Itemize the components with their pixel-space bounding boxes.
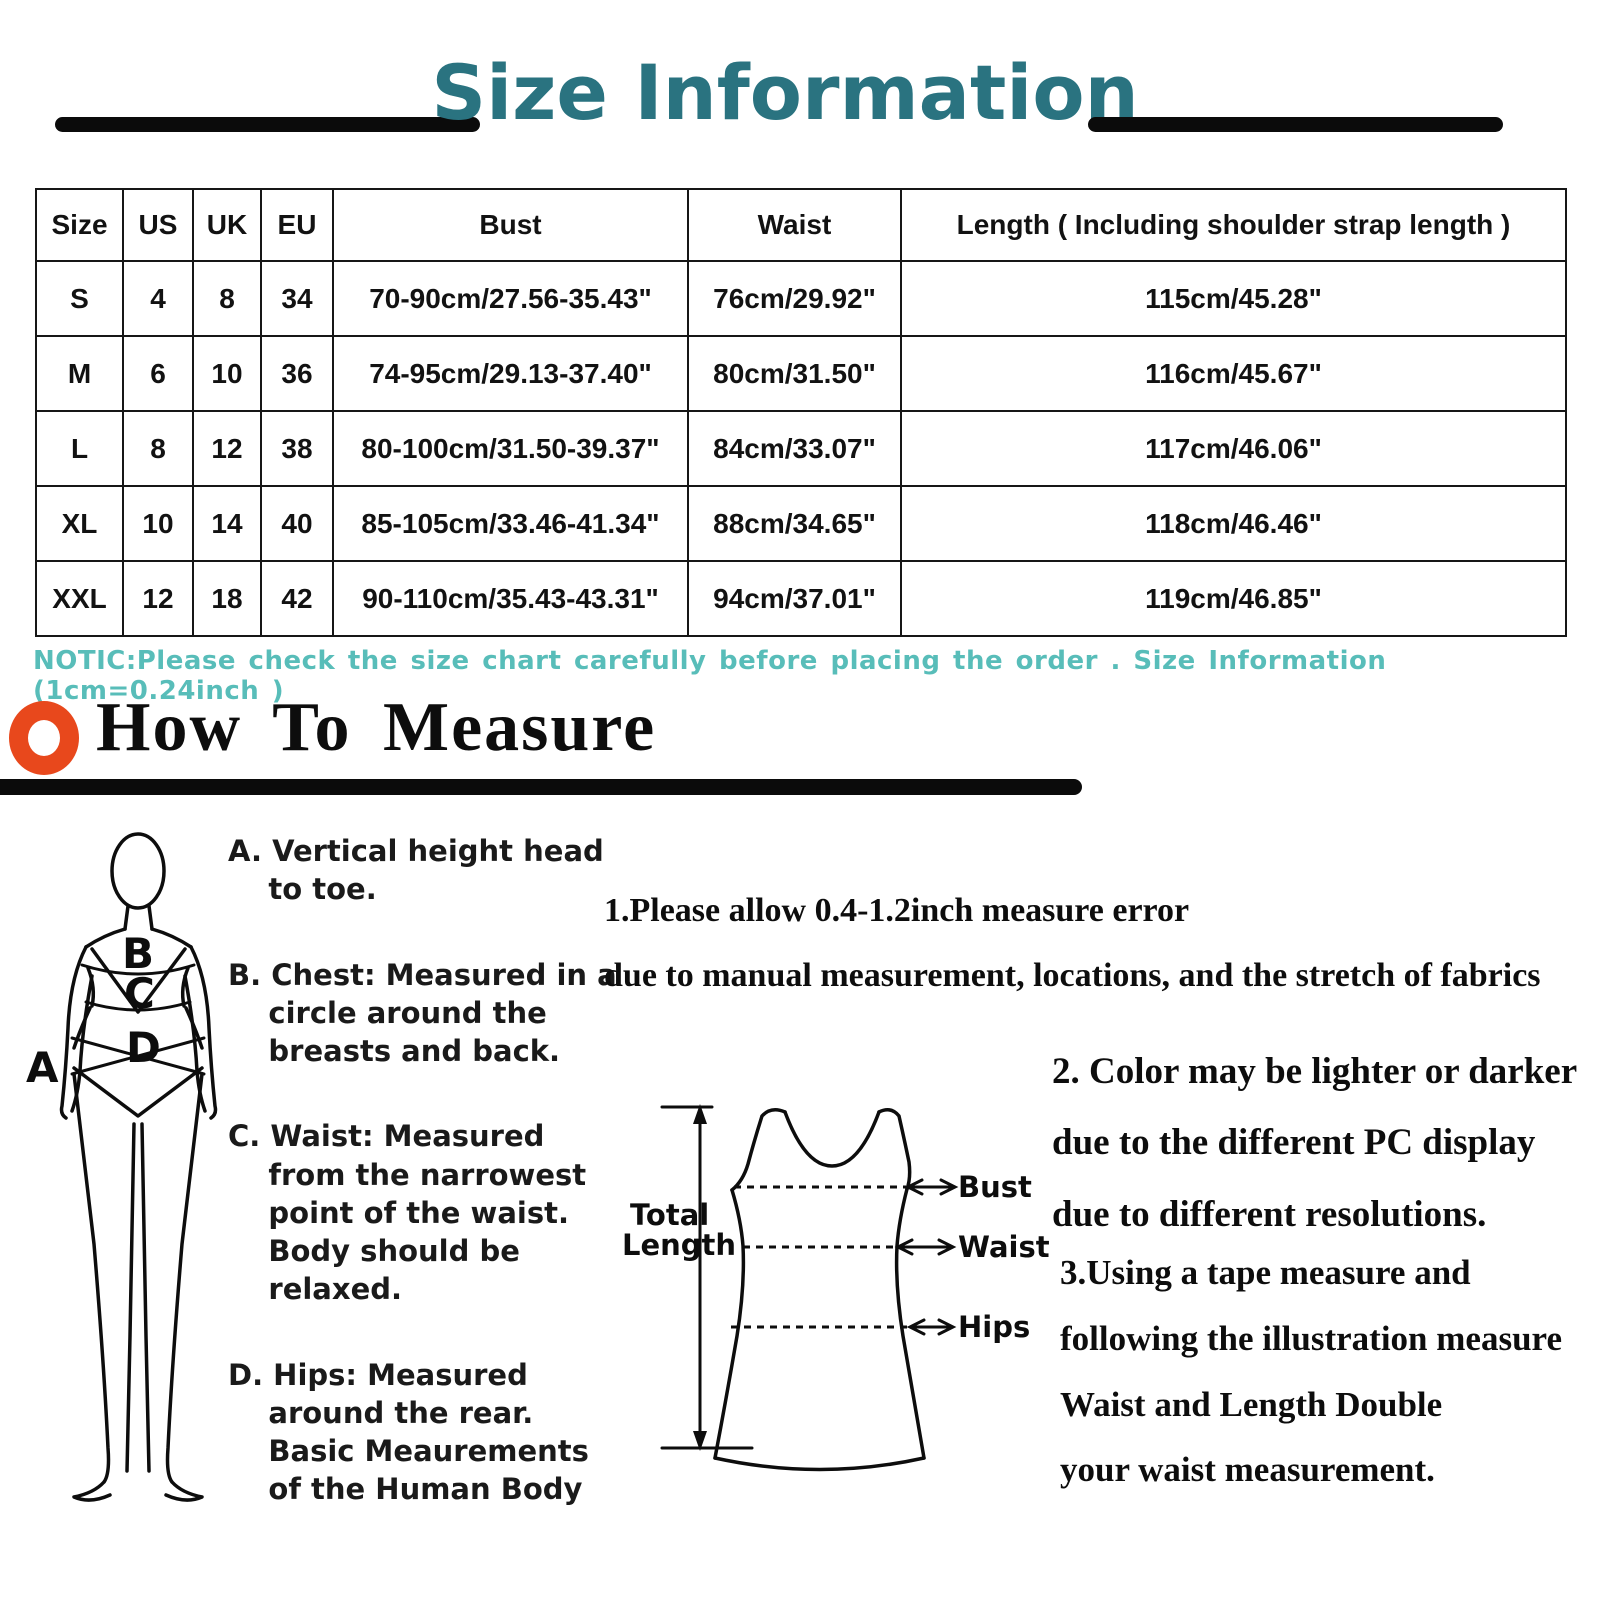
bust-label: Bust [958,1170,1032,1204]
size-cell-r3-c3: 40 [260,485,334,562]
size-table-header-2: UK [192,188,262,262]
size-cell-r0-c1: 4 [122,260,194,337]
size-cell-r4-c2: 18 [192,560,262,637]
size-cell-r1-c0: M [35,335,124,412]
waist-label: Waist [958,1230,1050,1264]
note-measure-error: 1.Please allow 0.4-1.2inch measure error… [604,892,1541,995]
size-cell-r2-c6: 117cm/46.06" [900,410,1567,487]
size-cell-r0-c0: S [35,260,124,337]
size-cell-r4-c6: 119cm/46.85" [900,560,1567,637]
size-cell-r2-c4: 80-100cm/31.50-39.37" [332,410,689,487]
size-cell-r2-c5: 84cm/33.07" [687,410,902,487]
size-table: Size US UK EU Bust Waist Length ( Including sh… [35,188,1567,637]
size-table-row-S: S 4 8 34 70-90cm/27.56-35.43" 76cm/29.92" 115c… [35,260,1567,337]
size-notice-text: NOTIC:Please check the size chart carefu… [33,646,1387,706]
size-cell-r4-c1: 12 [122,560,194,637]
page-title: Size Information [431,48,1139,137]
size-cell-r1-c4: 74-95cm/29.13-37.40" [332,335,689,412]
size-cell-r0-c2: 8 [192,260,262,337]
measure-step-a: A. Vertical height head to toe. [228,834,604,907]
size-cell-r1-c5: 80cm/31.50" [687,335,902,412]
size-table-header-4: Bust [332,188,689,262]
hips-label: Hips [958,1310,1030,1344]
size-cell-r3-c2: 14 [192,485,262,562]
size-table-row-XL: XL 10 14 40 85-105cm/33.46-41.34" 88cm/34.65"… [35,485,1567,562]
how-to-measure-heading: How To Measure [96,689,657,766]
size-cell-r2-c3: 38 [260,410,334,487]
figure-label-a: A [26,1043,59,1092]
total-length-label-line2: Length [622,1228,736,1262]
measure-step-b: B. Chest: Measured in a circle around th… [228,957,617,1069]
measure-steps-list: A. Vertical height head to toe. B. Chest… [228,832,668,1556]
heading-underline-rule [0,779,1082,795]
title-rule-right [1088,117,1503,132]
figure-head [110,832,166,910]
size-cell-r2-c0: L [35,410,124,487]
size-cell-r4-c4: 90-110cm/35.43-43.31" [332,560,689,637]
size-table-row-L: L 8 12 38 80-100cm/31.50-39.37" 84cm/33.07" 11… [35,410,1567,487]
size-cell-r3-c0: XL [35,485,124,562]
size-cell-r0-c5: 76cm/29.92" [687,260,902,337]
title-rule-left [55,117,480,132]
measure-step-c: C. Waist: Measured from the narrowest po… [228,1119,587,1307]
size-cell-r0-c6: 115cm/45.28" [900,260,1567,337]
size-table-body: S 4 8 34 70-90cm/27.56-35.43" 76cm/29.92" 115c… [35,260,1567,637]
size-table-header-3: EU [260,188,334,262]
size-cell-r0-c3: 34 [260,260,334,337]
size-cell-r1-c2: 10 [192,335,262,412]
size-cell-r2-c2: 12 [192,410,262,487]
size-cell-r1-c3: 36 [260,335,334,412]
size-cell-r0-c4: 70-90cm/27.56-35.43" [332,260,689,337]
size-table-header-1: US [122,188,194,262]
size-table-header-row: Size US UK EU Bust Waist Length ( Including sh… [35,188,1567,262]
bullet-ring-icon [9,701,79,775]
size-table-header-5: Waist [687,188,902,262]
size-cell-r2-c1: 8 [122,410,194,487]
size-cell-r3-c5: 88cm/34.65" [687,485,902,562]
size-cell-r1-c6: 116cm/45.67" [900,335,1567,412]
figure-label-d: D [126,1023,161,1072]
figure-label-c: C [124,969,155,1018]
body-measurement-figure: A B C D [26,832,218,1502]
size-table-header-0: Size [35,188,124,262]
dress-measurement-diagram: Total Length Bust Waist Hips [622,1104,1050,1472]
size-cell-r4-c0: XXL [35,560,124,637]
note-color-difference: 2. Color may be lighter or darker due to… [1052,1051,1578,1235]
note-tape-measure: 3.Using a tape measure and following the… [1060,1253,1562,1490]
measure-step-d: D. Hips: Measured around the rear. Basic… [228,1357,589,1507]
size-table-row-XXL: XXL 12 18 42 90-110cm/35.43-43.31" 94cm/37.01… [35,560,1567,637]
size-cell-r4-c5: 94cm/37.01" [687,560,902,637]
size-cell-r3-c4: 85-105cm/33.46-41.34" [332,485,689,562]
figure-label-b: B [122,929,154,978]
size-cell-r1-c1: 6 [122,335,194,412]
size-table-header-6: Length ( Including shoulder strap length… [900,188,1567,262]
size-table-row-M: M 6 10 36 74-95cm/29.13-37.40" 80cm/31.50" 116… [35,335,1567,412]
size-cell-r3-c6: 118cm/46.46" [900,485,1567,562]
total-length-label-line1: Total [630,1198,709,1232]
size-cell-r3-c1: 10 [122,485,194,562]
size-cell-r4-c3: 42 [260,560,334,637]
